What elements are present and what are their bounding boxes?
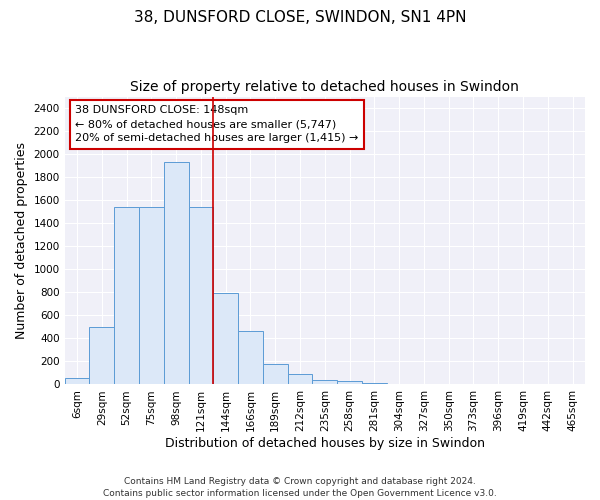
Bar: [362, 382, 387, 384]
Bar: [313, 380, 337, 384]
X-axis label: Distribution of detached houses by size in Swindon: Distribution of detached houses by size …: [165, 437, 485, 450]
Bar: [263, 364, 287, 384]
Bar: [337, 381, 362, 384]
Bar: [89, 327, 114, 384]
Bar: [139, 206, 164, 384]
Bar: [65, 378, 89, 384]
Bar: [287, 374, 313, 384]
Bar: [188, 206, 214, 384]
Text: Contains HM Land Registry data © Crown copyright and database right 2024.
Contai: Contains HM Land Registry data © Crown c…: [103, 476, 497, 498]
Bar: [238, 332, 263, 384]
Bar: [164, 162, 188, 384]
Bar: [114, 206, 139, 384]
Text: 38 DUNSFORD CLOSE: 148sqm
← 80% of detached houses are smaller (5,747)
20% of se: 38 DUNSFORD CLOSE: 148sqm ← 80% of detac…: [75, 105, 358, 143]
Y-axis label: Number of detached properties: Number of detached properties: [15, 142, 28, 339]
Bar: [214, 294, 238, 384]
Text: 38, DUNSFORD CLOSE, SWINDON, SN1 4PN: 38, DUNSFORD CLOSE, SWINDON, SN1 4PN: [134, 10, 466, 25]
Title: Size of property relative to detached houses in Swindon: Size of property relative to detached ho…: [130, 80, 519, 94]
